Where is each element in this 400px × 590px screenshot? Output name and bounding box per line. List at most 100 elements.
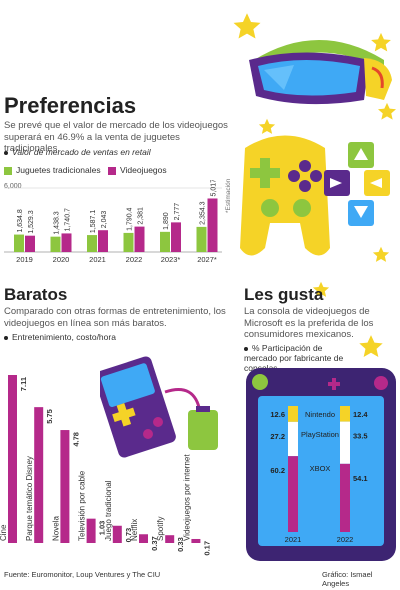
star-icon — [312, 281, 330, 297]
stack-xbox-2021 — [288, 456, 298, 532]
console-share-chart: 12.6 27.2 60.2 2021 12.4 33.5 54.1 2022 Nintendo… — [270, 406, 368, 544]
bar-videogames-2023* — [171, 222, 181, 252]
value-label: 5,017 — [211, 180, 218, 196]
star-icon — [233, 13, 261, 39]
category-label: Videojuegos por internet — [182, 454, 191, 541]
star-icon — [258, 118, 276, 134]
legend-swatch-green — [4, 166, 12, 175]
market-value-chart: 1,634.8 1,529.3 2019 1,438.3 1,740.7 2020 1,58… — [4, 180, 222, 264]
bullet-icon — [244, 346, 248, 351]
x-tick-label: 2021 — [89, 255, 106, 264]
bullet-icon — [4, 335, 8, 340]
value-label: 5.75 — [45, 409, 54, 424]
value-label: 1,890 — [163, 212, 170, 230]
footer-credit: Gráfico: Ismael Angeles — [322, 570, 373, 588]
stack-nintendo-2021 — [288, 406, 298, 422]
x-tick-label: 2019 — [16, 255, 33, 264]
bar-toys-2022 — [123, 232, 134, 252]
x-tick-label: 2023* — [161, 255, 181, 264]
bar-cost-1 — [34, 407, 44, 543]
value-label: 60.2 — [270, 466, 285, 475]
legend-label-toys: Juguetes tradicionales — [16, 165, 101, 175]
preferencias-subtitle: Valor de mercado de ventas en retail — [12, 147, 151, 157]
value-label: 33.5 — [353, 432, 368, 441]
star-icon — [372, 246, 390, 262]
bar-cost-0 — [8, 375, 17, 543]
category-label: Spotify — [156, 517, 165, 541]
x-tick-label: 2022 — [337, 535, 354, 544]
footer-source: Fuente: Euromonitor, Loup Ventures y The… — [4, 570, 161, 579]
les-gusta-title: Les gusta — [244, 285, 324, 304]
dpad-icon — [328, 382, 340, 386]
bar-cost-4 — [112, 525, 122, 543]
x-tick-label: 2021 — [285, 535, 302, 544]
value-label: 1,587.1 — [90, 210, 97, 233]
baratos-subtitle: Entretenimiento, costo/hora — [12, 332, 116, 342]
category-label: Cine — [0, 524, 8, 541]
bar-toys-2023* — [160, 231, 170, 252]
baratos-description: Comparado con otras formas de entretenim… — [4, 306, 226, 329]
baratos-subtitle-row: Entretenimiento, costo/hora — [4, 332, 116, 342]
legend-label-videogames: Videojuegos — [120, 165, 167, 175]
preferencias-subtitle-row: Valor de mercado de ventas en retail — [4, 147, 151, 157]
legend-swatch-magenta — [108, 166, 116, 175]
value-label: 27.2 — [270, 432, 285, 441]
estimacion-note: *Estimación — [225, 178, 232, 213]
console-button-icon — [374, 376, 388, 390]
controller-illustration — [100, 356, 218, 458]
value-label: 2,043 — [101, 211, 108, 229]
value-label: 7.11 — [19, 377, 28, 391]
preferencias-description: Se prevé que el valor de mercado de los … — [4, 120, 228, 154]
value-label: 54.1 — [353, 474, 368, 483]
value-label: 1,529.3 — [28, 210, 35, 233]
legend-item-toys: Juguetes tradicionales — [4, 165, 101, 175]
bar-cost-2 — [60, 430, 70, 543]
category-label: Televisión por cable — [78, 470, 87, 541]
series-label: PlayStation — [301, 430, 339, 439]
bar-videogames-2019 — [25, 235, 35, 252]
preferencias-title: Preferencias — [4, 93, 137, 118]
bar-videogames-2027* — [207, 198, 218, 252]
bullet-icon — [4, 150, 8, 155]
value-label: 1,790.4 — [127, 207, 134, 230]
button-cubes-illustration — [324, 142, 390, 226]
stack-playstation-2022 — [340, 421, 350, 464]
bar-toys-2027* — [196, 226, 207, 252]
vr-headset-illustration — [249, 40, 392, 105]
gamepad-illustration — [240, 135, 330, 256]
x-tick-label: 2022 — [126, 255, 143, 264]
bar-cost-7 — [191, 538, 201, 543]
stack-nintendo-2022 — [340, 406, 350, 422]
value-label: 2,381 — [138, 207, 145, 225]
y-tick-6000: 6,000 — [4, 183, 22, 190]
console-frame — [246, 368, 396, 561]
entertainment-cost-chart: 7.11 Cine 5.75 Parque temático Disney 4.78 No… — [0, 375, 211, 556]
value-label: 0.73 — [124, 528, 133, 543]
x-tick-label: 2020 — [53, 255, 70, 264]
bar-cost-6 — [165, 535, 175, 543]
bar-cost-3 — [86, 518, 96, 543]
series-label: Nintendo — [305, 410, 335, 419]
bar-toys-2019 — [14, 234, 24, 252]
star-icon — [359, 335, 383, 357]
bar-videogames-2022 — [134, 226, 145, 252]
console-screen — [258, 396, 384, 546]
console-button-icon — [252, 374, 268, 390]
value-label: 1.03 — [98, 521, 107, 536]
value-label: 2,354.3 — [200, 201, 207, 224]
category-label: Juego tradicional — [104, 480, 113, 541]
category-label: Parque temático Disney — [25, 456, 34, 541]
value-label: 12.4 — [353, 410, 368, 419]
bar-toys-2020 — [50, 236, 61, 252]
legend-item-videogames: Videojuegos — [108, 165, 167, 175]
bar-cost-5 — [139, 534, 148, 543]
value-label: 0.17 — [202, 541, 211, 556]
value-label: 1,740.7 — [65, 208, 72, 231]
star-icon — [371, 32, 391, 52]
category-label: Novela — [51, 516, 60, 541]
baratos-title: Baratos — [4, 285, 68, 304]
category-label: Netflix — [130, 519, 139, 541]
x-tick-label: 2027* — [197, 255, 217, 264]
value-label: 2,777 — [174, 203, 181, 221]
star-icon — [378, 102, 396, 120]
